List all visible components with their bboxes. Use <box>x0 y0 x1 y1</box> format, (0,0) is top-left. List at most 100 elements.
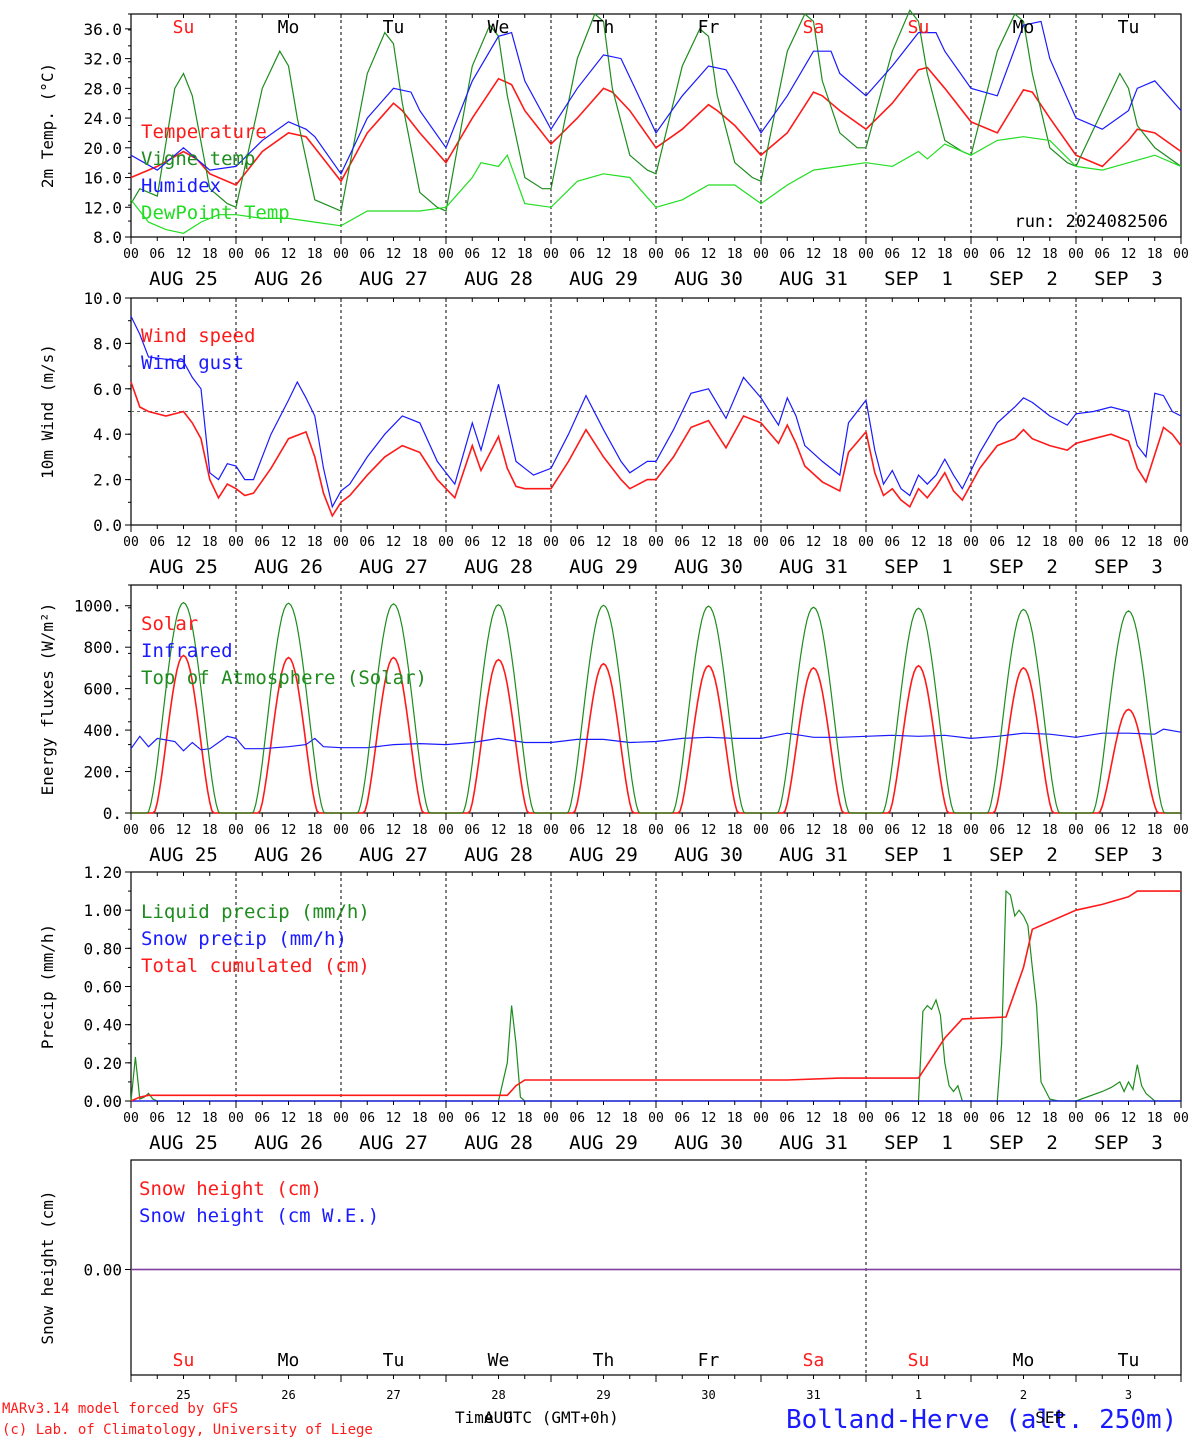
legend-entry: DewPoint Temp <box>141 202 290 224</box>
legend-entry: Snow precip (mm/h) <box>141 928 347 950</box>
hour-tick-label: 00 <box>648 535 664 550</box>
y-tick-label: 1.20 <box>83 863 122 882</box>
weekday-label: Sa <box>803 17 825 38</box>
hour-tick-label: 00 <box>228 247 244 262</box>
legend-entry: Vigne temp <box>141 148 255 170</box>
weekday-label: Su <box>908 17 930 38</box>
hour-tick-label: 18 <box>307 247 323 262</box>
hour-tick-label: 06 <box>569 535 585 550</box>
hour-tick-label: 12 <box>1016 1111 1032 1126</box>
hour-tick-label: 18 <box>832 823 848 838</box>
day-number-label: 3 <box>1125 1388 1132 1402</box>
credit-line-1: MARv3.14 model forced by GFS <box>2 1401 238 1417</box>
hour-tick-label: 12 <box>596 823 612 838</box>
hour-tick-label: 00 <box>648 247 664 262</box>
y-tick-label: 10.0 <box>83 289 122 308</box>
y-tick-label: 4.0 <box>93 425 122 444</box>
hour-tick-label: 00 <box>963 1111 979 1126</box>
day-number-label: 27 <box>386 1388 400 1402</box>
day-label: AUG 26 <box>254 268 323 290</box>
hour-tick-label: 06 <box>149 823 165 838</box>
day-label: AUG 25 <box>149 1132 218 1154</box>
hour-tick-label: 18 <box>622 535 638 550</box>
day-label: AUG 26 <box>254 1132 323 1154</box>
hour-tick-label: 00 <box>123 535 139 550</box>
hour-tick-label: 18 <box>307 535 323 550</box>
hour-tick-label: 06 <box>1094 535 1110 550</box>
hour-tick-label: 00 <box>1173 535 1189 550</box>
hour-tick-label: 06 <box>254 535 270 550</box>
y-axis-label: Energy fluxes (W/m²) <box>38 603 57 796</box>
month-label: AUG <box>484 1408 513 1427</box>
weekday-label: Mo <box>1013 1350 1035 1371</box>
hour-tick-label: 06 <box>1094 1111 1110 1126</box>
hour-tick-label: 06 <box>779 823 795 838</box>
hour-tick-label: 00 <box>123 247 139 262</box>
legend-entry: Infrared <box>141 640 233 662</box>
day-label: SEP 2 <box>989 1132 1058 1154</box>
hour-tick-label: 18 <box>517 247 533 262</box>
day-label: AUG 31 <box>779 1132 848 1154</box>
legend-entry: Total cumulated (cm) <box>141 955 370 977</box>
hour-tick-label: 06 <box>674 535 690 550</box>
day-label: SEP 2 <box>989 844 1058 866</box>
day-number-label: 25 <box>176 1388 190 1402</box>
hour-tick-label: 00 <box>228 1111 244 1126</box>
hour-tick-label: 12 <box>701 535 717 550</box>
hour-tick-label: 18 <box>307 1111 323 1126</box>
hour-tick-label: 18 <box>1042 1111 1058 1126</box>
hour-tick-label: 06 <box>779 535 795 550</box>
hour-tick-label: 12 <box>491 247 507 262</box>
panel-precip: 0.00 0.20 0.40 0.60 0.80 1.00 1.20 Precip (mm/h… <box>38 863 1189 1154</box>
day-label: AUG 30 <box>674 268 743 290</box>
y-axis-label: Snow height (cm) <box>38 1190 57 1344</box>
day-label: SEP 1 <box>884 268 953 290</box>
weekday-label: Su <box>173 1350 195 1371</box>
hour-tick-label: 12 <box>491 823 507 838</box>
hour-tick-label: 06 <box>884 823 900 838</box>
hour-tick-label: 18 <box>727 535 743 550</box>
hour-tick-label: 18 <box>937 1111 953 1126</box>
y-tick-label: 800. <box>83 638 122 657</box>
hour-tick-label: 00 <box>438 823 454 838</box>
hour-tick-label: 12 <box>386 535 402 550</box>
y-tick-label: 8.0 <box>93 334 122 353</box>
y-tick-label: 400. <box>83 721 122 740</box>
series-temperature <box>130 66 1182 186</box>
hour-tick-label: 06 <box>569 823 585 838</box>
y-tick-label: 0.00 <box>83 1261 122 1280</box>
hour-tick-label: 00 <box>1173 823 1189 838</box>
y-tick-label: 6.0 <box>93 380 122 399</box>
hour-tick-label: 00 <box>543 535 559 550</box>
hour-tick-label: 00 <box>228 535 244 550</box>
hour-tick-label: 18 <box>202 247 218 262</box>
day-label: AUG 26 <box>254 844 323 866</box>
hour-tick-label: 12 <box>806 535 822 550</box>
y-tick-label: 2.0 <box>93 471 122 490</box>
hour-tick-label: 12 <box>176 535 192 550</box>
series-wind-speed <box>130 381 1182 518</box>
hour-tick-label: 00 <box>228 823 244 838</box>
day-label: AUG 27 <box>359 268 428 290</box>
hour-tick-label: 06 <box>884 535 900 550</box>
day-label: AUG 27 <box>359 1132 428 1154</box>
weekday-label: Tu <box>1118 17 1140 38</box>
hour-tick-label: 12 <box>281 535 297 550</box>
hour-tick-label: 12 <box>176 1111 192 1126</box>
day-label: AUG 29 <box>569 556 638 578</box>
hour-tick-label: 12 <box>386 247 402 262</box>
hour-tick-label: 06 <box>569 247 585 262</box>
y-tick-label: 12.0 <box>83 198 122 217</box>
hour-tick-label: 00 <box>858 535 874 550</box>
weekday-label: We <box>488 17 510 38</box>
y-tick-label: 32.0 <box>83 50 122 69</box>
day-label: AUG 30 <box>674 556 743 578</box>
hour-tick-label: 18 <box>622 1111 638 1126</box>
y-tick-label: 1.00 <box>83 901 122 920</box>
y-tick-label: 20.0 <box>83 139 122 158</box>
hour-tick-label: 18 <box>412 823 428 838</box>
day-label: AUG 27 <box>359 844 428 866</box>
hour-tick-label: 12 <box>1016 823 1032 838</box>
hour-tick-label: 18 <box>622 247 638 262</box>
